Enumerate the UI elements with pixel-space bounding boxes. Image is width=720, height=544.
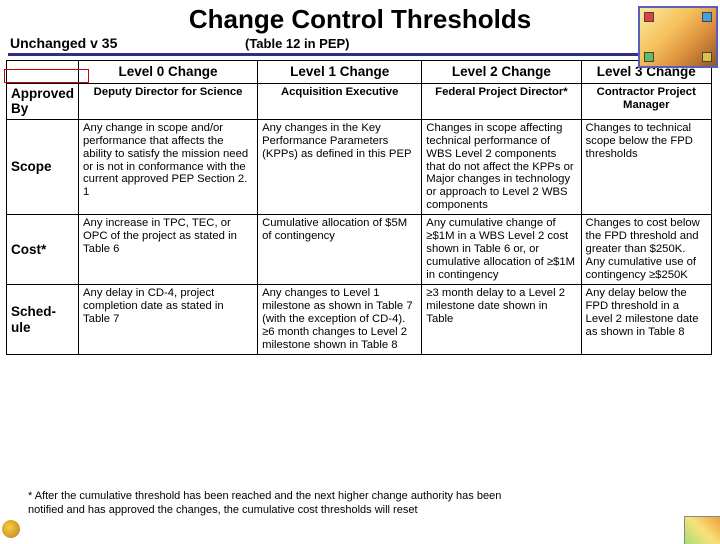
cell-approved-l3: Contractor Project Manager [581, 83, 711, 119]
footnote-1: * After the cumulative threshold has bee… [28, 490, 708, 503]
row-schedule: Sched-ule Any delay in CD-4, project com… [7, 285, 712, 355]
page-title: Change Control Thresholds [0, 4, 720, 35]
cell-cost-l2: Any cumulative change of ≥$1M in a WBS L… [422, 215, 581, 285]
row-cost: Cost* Any increase in TPC, TEC, or OPC o… [7, 215, 712, 285]
cell-cost-l0: Any increase in TPC, TEC, or OPC of the … [79, 215, 258, 285]
footnote-2: notified and has approved the changes, t… [28, 504, 708, 517]
cell-sched-l2: ≥3 month delay to a Level 2 milestone da… [422, 285, 581, 355]
cell-scope-l2: Changes in scope affecting technical per… [422, 119, 581, 215]
row-approved-by: Approved By Deputy Director for Science … [7, 83, 712, 119]
rowlabel-approved: Approved By [7, 83, 79, 119]
cell-scope-l1: Any changes in the Key Performance Param… [258, 119, 422, 215]
cell-scope-l3: Changes to technical scope below the FPD… [581, 119, 711, 215]
cell-scope-l0: Any change in scope and/or performance t… [79, 119, 258, 215]
highlight-box [4, 69, 89, 83]
rowlabel-schedule: Sched-ule [7, 285, 79, 355]
col-level2: Level 2 Change [422, 61, 581, 84]
divider [8, 53, 712, 56]
table-reference: (Table 12 in PEP) [245, 36, 350, 51]
decorative-dot [2, 520, 20, 538]
table-header-row: Level 0 Change Level 1 Change Level 2 Ch… [7, 61, 712, 84]
cell-sched-l0: Any delay in CD-4, project completion da… [79, 285, 258, 355]
col-level1: Level 1 Change [258, 61, 422, 84]
decorative-image [638, 6, 718, 68]
cell-approved-l1: Acquisition Executive [258, 83, 422, 119]
cell-sched-l3: Any delay below the FPD threshold in a L… [581, 285, 711, 355]
cell-approved-l0: Deputy Director for Science [79, 83, 258, 119]
row-scope: Scope Any change in scope and/or perform… [7, 119, 712, 215]
cell-cost-l3: Changes to cost below the FPD threshold … [581, 215, 711, 285]
cell-cost-l1: Cumulative allocation of $5M of continge… [258, 215, 422, 285]
rowlabel-scope: Scope [7, 119, 79, 215]
cell-sched-l1: Any changes to Level 1 milestone as show… [258, 285, 422, 355]
col-level0: Level 0 Change [79, 61, 258, 84]
unchanged-label: Unchanged v 35 [10, 35, 185, 51]
cell-approved-l2: Federal Project Director* [422, 83, 581, 119]
rowlabel-cost: Cost* [7, 215, 79, 285]
thresholds-table: Level 0 Change Level 1 Change Level 2 Ch… [6, 60, 712, 355]
subheader-row: Unchanged v 35 (Table 12 in PEP) [0, 35, 720, 51]
